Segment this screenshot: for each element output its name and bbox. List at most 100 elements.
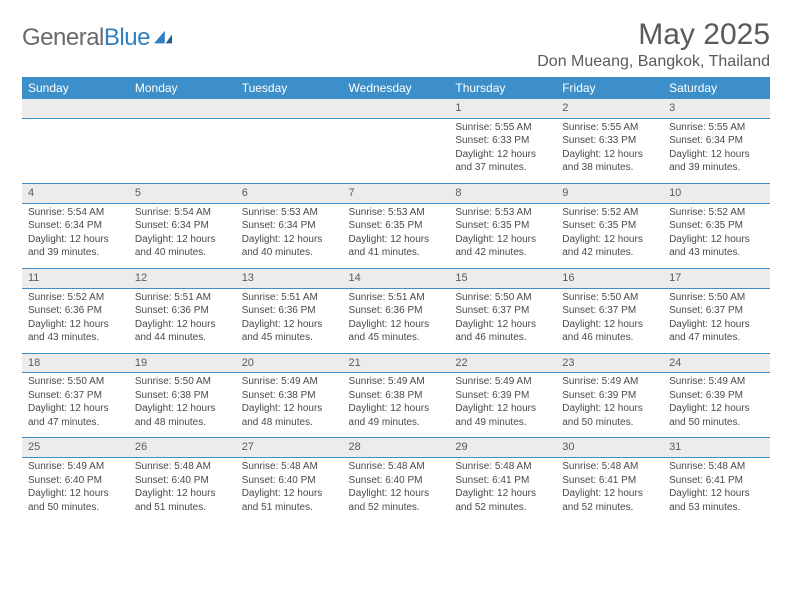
day2-text: and 42 minutes. bbox=[562, 246, 657, 260]
sunrise-text: Sunrise: 5:50 AM bbox=[562, 291, 657, 305]
day2-text: and 41 minutes. bbox=[349, 246, 444, 260]
day1-text: Daylight: 12 hours bbox=[669, 402, 764, 416]
day-detail-cell: Sunrise: 5:55 AMSunset: 6:34 PMDaylight:… bbox=[663, 118, 770, 183]
day-detail-cell: Sunrise: 5:48 AMSunset: 6:40 PMDaylight:… bbox=[236, 458, 343, 523]
day-detail-cell: Sunrise: 5:51 AMSunset: 6:36 PMDaylight:… bbox=[236, 288, 343, 353]
day1-text: Daylight: 12 hours bbox=[669, 233, 764, 247]
day1-text: Daylight: 12 hours bbox=[455, 233, 550, 247]
day1-text: Daylight: 12 hours bbox=[28, 318, 123, 332]
sunset-text: Sunset: 6:41 PM bbox=[455, 474, 550, 488]
day-detail-cell: Sunrise: 5:51 AMSunset: 6:36 PMDaylight:… bbox=[129, 288, 236, 353]
logo-sail-icon bbox=[152, 29, 174, 47]
day-detail-cell bbox=[343, 118, 450, 183]
day1-text: Daylight: 12 hours bbox=[28, 402, 123, 416]
day-number-cell: 17 bbox=[663, 268, 770, 288]
day2-text: and 40 minutes. bbox=[135, 246, 230, 260]
sunset-text: Sunset: 6:40 PM bbox=[349, 474, 444, 488]
sunset-text: Sunset: 6:38 PM bbox=[242, 389, 337, 403]
day1-text: Daylight: 12 hours bbox=[455, 318, 550, 332]
day1-text: Daylight: 12 hours bbox=[455, 402, 550, 416]
day2-text: and 50 minutes. bbox=[28, 501, 123, 515]
day-detail-cell: Sunrise: 5:55 AMSunset: 6:33 PMDaylight:… bbox=[449, 118, 556, 183]
sunset-text: Sunset: 6:38 PM bbox=[349, 389, 444, 403]
day-detail-cell: Sunrise: 5:50 AMSunset: 6:37 PMDaylight:… bbox=[556, 288, 663, 353]
sunrise-text: Sunrise: 5:53 AM bbox=[242, 206, 337, 220]
sunrise-text: Sunrise: 5:48 AM bbox=[669, 460, 764, 474]
sunset-text: Sunset: 6:37 PM bbox=[455, 304, 550, 318]
day-number-cell: 10 bbox=[663, 183, 770, 203]
sunset-text: Sunset: 6:36 PM bbox=[242, 304, 337, 318]
sunset-text: Sunset: 6:39 PM bbox=[562, 389, 657, 403]
day-number-row: 18192021222324 bbox=[22, 353, 770, 373]
sunset-text: Sunset: 6:33 PM bbox=[562, 134, 657, 148]
month-title: May 2025 bbox=[537, 18, 770, 51]
day-number-cell: 22 bbox=[449, 353, 556, 373]
day-detail-cell: Sunrise: 5:48 AMSunset: 6:40 PMDaylight:… bbox=[129, 458, 236, 523]
sunset-text: Sunset: 6:38 PM bbox=[135, 389, 230, 403]
sunset-text: Sunset: 6:33 PM bbox=[455, 134, 550, 148]
day2-text: and 52 minutes. bbox=[349, 501, 444, 515]
sunrise-text: Sunrise: 5:54 AM bbox=[135, 206, 230, 220]
day1-text: Daylight: 12 hours bbox=[669, 148, 764, 162]
sunrise-text: Sunrise: 5:49 AM bbox=[349, 375, 444, 389]
sunrise-text: Sunrise: 5:50 AM bbox=[455, 291, 550, 305]
day1-text: Daylight: 12 hours bbox=[135, 487, 230, 501]
sunrise-text: Sunrise: 5:49 AM bbox=[455, 375, 550, 389]
day-number-cell: 12 bbox=[129, 268, 236, 288]
day-detail-cell: Sunrise: 5:54 AMSunset: 6:34 PMDaylight:… bbox=[22, 203, 129, 268]
day-detail-cell: Sunrise: 5:52 AMSunset: 6:36 PMDaylight:… bbox=[22, 288, 129, 353]
day1-text: Daylight: 12 hours bbox=[349, 233, 444, 247]
day1-text: Daylight: 12 hours bbox=[349, 402, 444, 416]
logo: GeneralBlue bbox=[22, 24, 174, 52]
sunset-text: Sunset: 6:34 PM bbox=[242, 219, 337, 233]
day-number-row: 25262728293031 bbox=[22, 438, 770, 458]
sunrise-text: Sunrise: 5:54 AM bbox=[28, 206, 123, 220]
day-number-cell: 18 bbox=[22, 353, 129, 373]
day2-text: and 39 minutes. bbox=[669, 161, 764, 175]
weekday-header: Thursday bbox=[449, 77, 556, 99]
day2-text: and 47 minutes. bbox=[669, 331, 764, 345]
day1-text: Daylight: 12 hours bbox=[562, 148, 657, 162]
sunset-text: Sunset: 6:34 PM bbox=[669, 134, 764, 148]
sunset-text: Sunset: 6:40 PM bbox=[135, 474, 230, 488]
day-number-row: 123 bbox=[22, 99, 770, 118]
day-number-cell: 5 bbox=[129, 183, 236, 203]
sunset-text: Sunset: 6:37 PM bbox=[28, 389, 123, 403]
day2-text: and 52 minutes. bbox=[562, 501, 657, 515]
day-detail-cell: Sunrise: 5:49 AMSunset: 6:38 PMDaylight:… bbox=[236, 373, 343, 438]
sunset-text: Sunset: 6:37 PM bbox=[562, 304, 657, 318]
weekday-header: Wednesday bbox=[343, 77, 450, 99]
day-detail-cell: Sunrise: 5:49 AMSunset: 6:40 PMDaylight:… bbox=[22, 458, 129, 523]
sunset-text: Sunset: 6:36 PM bbox=[28, 304, 123, 318]
day-detail-cell bbox=[22, 118, 129, 183]
calendar-body: 123Sunrise: 5:55 AMSunset: 6:33 PMDaylig… bbox=[22, 99, 770, 522]
sunset-text: Sunset: 6:39 PM bbox=[455, 389, 550, 403]
sunset-text: Sunset: 6:41 PM bbox=[669, 474, 764, 488]
sunset-text: Sunset: 6:40 PM bbox=[28, 474, 123, 488]
calendar-header-row: SundayMondayTuesdayWednesdayThursdayFrid… bbox=[22, 77, 770, 99]
day-detail-row: Sunrise: 5:52 AMSunset: 6:36 PMDaylight:… bbox=[22, 288, 770, 353]
day-detail-row: Sunrise: 5:55 AMSunset: 6:33 PMDaylight:… bbox=[22, 118, 770, 183]
day2-text: and 49 minutes. bbox=[349, 416, 444, 430]
sunrise-text: Sunrise: 5:51 AM bbox=[242, 291, 337, 305]
day-detail-cell: Sunrise: 5:50 AMSunset: 6:37 PMDaylight:… bbox=[22, 373, 129, 438]
sunset-text: Sunset: 6:36 PM bbox=[349, 304, 444, 318]
sunset-text: Sunset: 6:36 PM bbox=[135, 304, 230, 318]
sunrise-text: Sunrise: 5:55 AM bbox=[455, 121, 550, 135]
day-number-cell: 24 bbox=[663, 353, 770, 373]
sunrise-text: Sunrise: 5:49 AM bbox=[562, 375, 657, 389]
day1-text: Daylight: 12 hours bbox=[242, 318, 337, 332]
sunset-text: Sunset: 6:35 PM bbox=[349, 219, 444, 233]
day-number-cell bbox=[343, 99, 450, 118]
day-detail-cell: Sunrise: 5:48 AMSunset: 6:41 PMDaylight:… bbox=[556, 458, 663, 523]
day1-text: Daylight: 12 hours bbox=[28, 487, 123, 501]
day2-text: and 44 minutes. bbox=[135, 331, 230, 345]
sunrise-text: Sunrise: 5:49 AM bbox=[28, 460, 123, 474]
day2-text: and 49 minutes. bbox=[455, 416, 550, 430]
day-detail-cell: Sunrise: 5:49 AMSunset: 6:39 PMDaylight:… bbox=[449, 373, 556, 438]
day-detail-row: Sunrise: 5:50 AMSunset: 6:37 PMDaylight:… bbox=[22, 373, 770, 438]
day2-text: and 43 minutes. bbox=[669, 246, 764, 260]
sunrise-text: Sunrise: 5:55 AM bbox=[669, 121, 764, 135]
day2-text: and 50 minutes. bbox=[562, 416, 657, 430]
sunrise-text: Sunrise: 5:48 AM bbox=[242, 460, 337, 474]
